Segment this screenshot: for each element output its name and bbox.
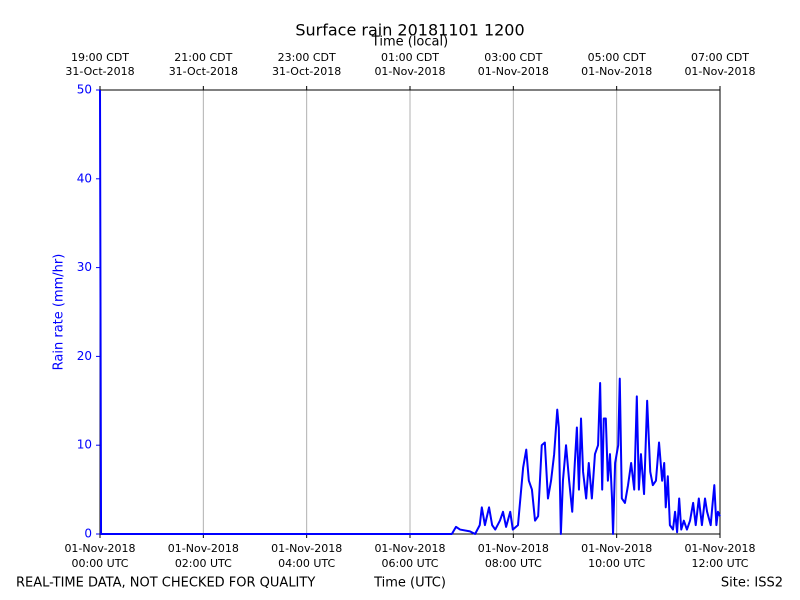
y-tick-label: 0 bbox=[84, 527, 92, 541]
top-tick-label: 01-Nov-2018 bbox=[581, 65, 652, 78]
x-tick-label: 08:00 UTC bbox=[485, 557, 542, 570]
top-tick-label: 01-Nov-2018 bbox=[374, 65, 445, 78]
top-tick-label: 01:00 CDT bbox=[381, 51, 439, 64]
y-tick-label: 40 bbox=[77, 171, 92, 185]
top-tick-label: 19:00 CDT bbox=[71, 51, 129, 64]
y-axis-label: Rain rate (mm/hr) bbox=[52, 254, 67, 371]
top-tick-label: 31-Oct-2018 bbox=[65, 65, 134, 78]
x-tick-label: 01-Nov-2018 bbox=[168, 542, 239, 555]
rain-line bbox=[99, 89, 721, 535]
y-tick-label: 50 bbox=[77, 83, 92, 97]
x-axis-label: Time (UTC) bbox=[373, 576, 446, 591]
top-tick-label: 31-Oct-2018 bbox=[169, 65, 238, 78]
x-tick-label: 12:00 UTC bbox=[691, 557, 748, 570]
top-tick-label: 05:00 CDT bbox=[588, 51, 646, 64]
chart-title: Surface rain 20181101 1200 bbox=[295, 21, 524, 40]
x-tick-label: 01-Nov-2018 bbox=[478, 542, 549, 555]
y-tick-label: 10 bbox=[77, 438, 92, 452]
top-axis-label: Time (local) bbox=[371, 35, 448, 50]
x-tick-label: 01-Nov-2018 bbox=[374, 542, 445, 555]
top-tick-label: 01-Nov-2018 bbox=[684, 65, 755, 78]
x-tick-label: 10:00 UTC bbox=[588, 557, 645, 570]
y-tick-label: 30 bbox=[77, 260, 92, 274]
y-tick-label: 20 bbox=[77, 349, 92, 363]
x-tick-label: 00:00 UTC bbox=[71, 557, 128, 570]
top-tick-label: 03:00 CDT bbox=[484, 51, 542, 64]
top-tick-label: 07:00 CDT bbox=[691, 51, 749, 64]
x-tick-label: 06:00 UTC bbox=[381, 557, 438, 570]
x-tick-label: 04:00 UTC bbox=[278, 557, 335, 570]
top-tick-label: 31-Oct-2018 bbox=[272, 65, 341, 78]
x-tick-label: 01-Nov-2018 bbox=[581, 542, 652, 555]
x-tick-label: 01-Nov-2018 bbox=[684, 542, 755, 555]
top-tick-label: 21:00 CDT bbox=[174, 51, 232, 64]
x-tick-label: 01-Nov-2018 bbox=[64, 542, 135, 555]
x-tick-label: 01-Nov-2018 bbox=[271, 542, 342, 555]
site-label: Site: ISS2 bbox=[721, 576, 783, 591]
x-tick-label: 02:00 UTC bbox=[175, 557, 232, 570]
footer-note: REAL-TIME DATA, NOT CHECKED FOR QUALITY bbox=[16, 576, 315, 591]
top-tick-label: 23:00 CDT bbox=[278, 51, 336, 64]
top-tick-label: 01-Nov-2018 bbox=[478, 65, 549, 78]
